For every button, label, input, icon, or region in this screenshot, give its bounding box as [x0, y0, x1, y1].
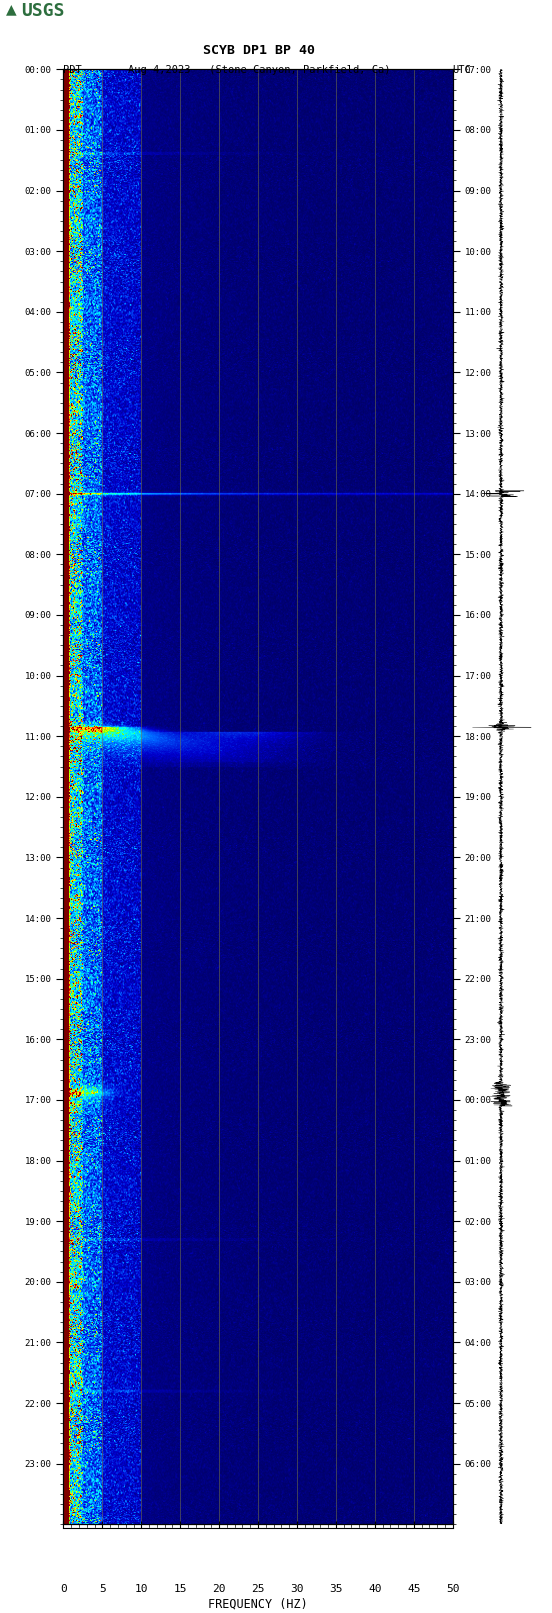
- Text: PDT: PDT: [63, 65, 82, 74]
- Text: Aug 4,2023   (Stone Canyon, Parkfield, Ca): Aug 4,2023 (Stone Canyon, Parkfield, Ca): [128, 65, 391, 74]
- X-axis label: FREQUENCY (HZ): FREQUENCY (HZ): [208, 1597, 308, 1610]
- Text: SCYB DP1 BP 40: SCYB DP1 BP 40: [204, 44, 315, 56]
- Text: USGS: USGS: [21, 3, 65, 21]
- Text: ▲: ▲: [6, 3, 16, 16]
- Text: UTC: UTC: [453, 65, 471, 74]
